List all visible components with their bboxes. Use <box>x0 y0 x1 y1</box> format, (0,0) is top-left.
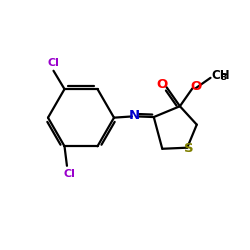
Text: O: O <box>156 78 168 91</box>
Text: Cl: Cl <box>48 58 60 68</box>
Text: CH: CH <box>212 69 230 82</box>
Text: 3: 3 <box>221 73 227 82</box>
Text: N: N <box>129 109 140 122</box>
Text: Cl: Cl <box>64 169 75 179</box>
Text: S: S <box>184 142 193 156</box>
Text: O: O <box>190 80 201 93</box>
